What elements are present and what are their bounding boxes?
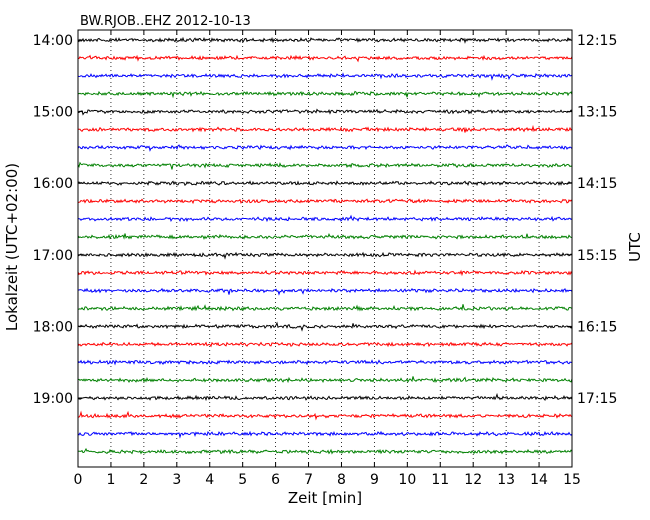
trace-line bbox=[77, 287, 573, 296]
right-time-axis: 12:15 13:15 14:15 15:15 16:15 17:15 bbox=[567, 33, 617, 407]
trace-line bbox=[77, 90, 573, 99]
x-tick-label: 13 bbox=[497, 472, 515, 488]
right-time-label: 17:15 bbox=[577, 391, 617, 407]
x-tick-label: 9 bbox=[370, 472, 379, 488]
trace-line bbox=[77, 72, 573, 81]
x-tick-label: 14 bbox=[530, 472, 548, 488]
left-time-label: 14:00 bbox=[33, 33, 73, 49]
trace-line bbox=[77, 232, 573, 240]
x-tick-label: 0 bbox=[74, 472, 83, 488]
right-time-label: 16:15 bbox=[577, 319, 617, 335]
x-tick-label: 2 bbox=[139, 472, 148, 488]
trace-line bbox=[77, 430, 573, 439]
trace-line bbox=[77, 447, 573, 455]
trace-line bbox=[77, 144, 573, 152]
left-time-axis: 14:00 15:00 16:00 17:00 18:00 19:00 bbox=[33, 33, 83, 407]
trace-line bbox=[77, 180, 573, 187]
trace-line bbox=[77, 161, 573, 170]
left-time-label: 19:00 bbox=[33, 391, 73, 407]
trace-line bbox=[77, 108, 573, 116]
trace-line bbox=[77, 251, 573, 260]
left-time-label: 18:00 bbox=[33, 319, 73, 335]
trace-line bbox=[77, 410, 573, 421]
trace-line bbox=[77, 269, 573, 277]
trace-line bbox=[77, 36, 573, 44]
x-tick-label: 5 bbox=[238, 472, 247, 488]
right-y-axis-label: UTC bbox=[626, 232, 644, 262]
plot-frame bbox=[77, 29, 573, 468]
x-tick-label: 12 bbox=[464, 472, 482, 488]
x-tick-label: 11 bbox=[431, 472, 449, 488]
x-tick-label: 4 bbox=[205, 472, 214, 488]
grid-lines bbox=[110, 30, 540, 467]
trace-line bbox=[77, 392, 573, 402]
trace-line bbox=[77, 54, 573, 63]
trace-line bbox=[77, 198, 573, 205]
right-time-label: 15:15 bbox=[577, 248, 617, 264]
x-tick-label: 7 bbox=[304, 472, 313, 488]
x-tick-label: 1 bbox=[106, 472, 115, 488]
left-time-label: 16:00 bbox=[33, 176, 73, 192]
x-axis: 0 1 2 3 4 5 6 7 8 9 10 11 12 13 14 15 bbox=[74, 30, 581, 488]
trace-group bbox=[77, 36, 573, 455]
trace-line bbox=[77, 304, 573, 312]
trace-line bbox=[77, 376, 573, 384]
x-tick-label: 6 bbox=[271, 472, 280, 488]
trace-line bbox=[77, 359, 573, 366]
x-tick-label: 15 bbox=[563, 472, 581, 488]
left-time-label: 15:00 bbox=[33, 105, 73, 121]
chart-title: BW.RJOB..EHZ 2012-10-13 bbox=[80, 14, 251, 29]
trace-line bbox=[77, 214, 573, 223]
x-tick-label: 8 bbox=[337, 472, 346, 488]
right-time-label: 12:15 bbox=[577, 33, 617, 49]
right-time-label: 13:15 bbox=[577, 105, 617, 121]
x-tick-label: 3 bbox=[172, 472, 181, 488]
left-time-label: 17:00 bbox=[33, 248, 73, 264]
left-y-axis-label: Lokalzeit (UTC+02:00) bbox=[3, 163, 21, 331]
trace-line bbox=[77, 341, 573, 348]
right-time-label: 14:15 bbox=[577, 176, 617, 192]
trace-line bbox=[77, 124, 573, 133]
trace-line bbox=[77, 321, 573, 332]
x-axis-label: Zeit [min] bbox=[288, 489, 362, 507]
x-tick-label: 10 bbox=[398, 472, 416, 488]
